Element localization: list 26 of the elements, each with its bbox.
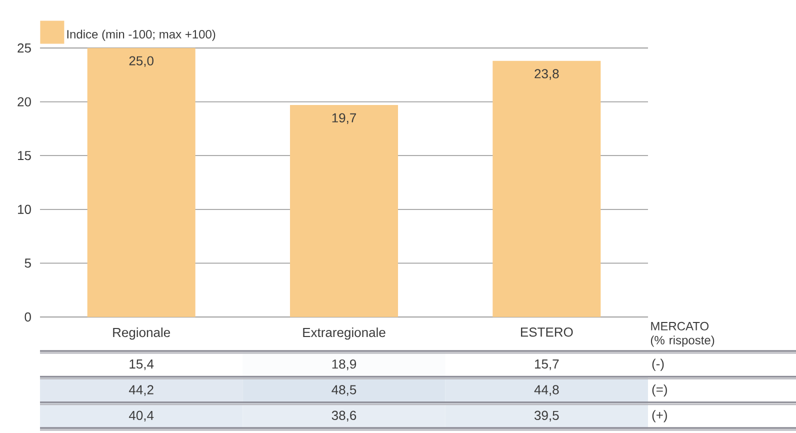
y-tick-label: 15 <box>18 151 31 160</box>
data-label: 40,4 <box>128 410 154 422</box>
y-tick-label: (+) <box>652 410 667 422</box>
data-label: 44,8 <box>534 385 559 396</box>
data-label: 48,5 <box>332 385 356 396</box>
y-tick-label: 0 <box>24 312 31 322</box>
legend-label: Indice (min -100; max +100) <box>67 30 216 41</box>
data-label: 19,7 <box>332 113 356 124</box>
data-label: 25,0 <box>129 56 154 67</box>
data-label: 15,4 <box>130 360 154 370</box>
data-label: 18,9 <box>332 359 356 370</box>
y-tick-label: (-) <box>652 358 664 371</box>
y-tick-label: 20 <box>18 97 31 106</box>
y-tick-label: 10 <box>18 204 31 214</box>
x-tick-label: Extraregionale <box>303 328 386 340</box>
y-tick-label: (=) <box>652 384 667 397</box>
data-label: 15,7 <box>535 360 559 370</box>
y-axis-title: MERCATO (% risposte) <box>650 322 714 347</box>
data-label: 38,6 <box>332 410 356 422</box>
x-tick-label: ESTERO <box>521 328 573 337</box>
x-tick-label: Regionale <box>113 328 170 340</box>
data-label: 39,5 <box>534 410 559 422</box>
data-label: 23,8 <box>534 69 559 80</box>
y-tick-label: 25 <box>18 43 31 53</box>
y-tick-label: 5 <box>24 258 31 268</box>
data-label: 44,2 <box>128 385 154 396</box>
